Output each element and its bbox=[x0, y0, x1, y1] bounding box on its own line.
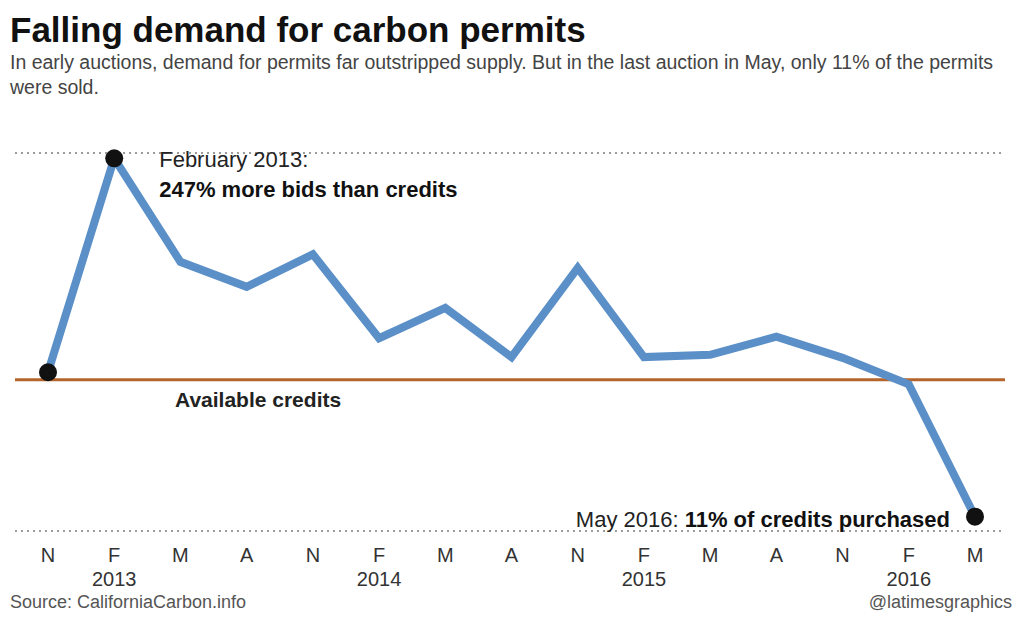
svg-text:M: M bbox=[437, 544, 454, 566]
svg-text:M: M bbox=[172, 544, 189, 566]
svg-text:N: N bbox=[306, 544, 320, 566]
svg-text:F: F bbox=[638, 544, 650, 566]
svg-text:February 2013:: February 2013: bbox=[159, 147, 308, 172]
svg-text:A: A bbox=[505, 544, 519, 566]
svg-text:M: M bbox=[967, 544, 984, 566]
svg-text:N: N bbox=[41, 544, 55, 566]
svg-text:2016: 2016 bbox=[887, 568, 932, 590]
svg-text:A: A bbox=[240, 544, 254, 566]
svg-text:F: F bbox=[108, 544, 120, 566]
html-text:In early auctions, demand for: In early auctions, demand for permits fa… bbox=[10, 51, 994, 98]
html-text:@latimesgraphics: @latimesgraphics bbox=[868, 592, 1012, 612]
html-text:Falling demand for carbon perm: Falling demand for carbon permits bbox=[10, 10, 586, 49]
svg-text:2014: 2014 bbox=[357, 568, 402, 590]
svg-text:2015: 2015 bbox=[622, 568, 667, 590]
html-text:Source: CaliforniaCarbon.info: Source: CaliforniaCarbon.info bbox=[10, 592, 247, 612]
svg-text:Available credits: Available credits bbox=[175, 388, 341, 411]
svg-text:A: A bbox=[770, 544, 784, 566]
svg-text:F: F bbox=[903, 544, 915, 566]
svg-text:247% more bids than credits: 247% more bids than credits bbox=[159, 177, 457, 202]
svg-text:May 2016: 11% of credits purch: May 2016: 11% of credits purchased bbox=[576, 507, 950, 532]
svg-text:N: N bbox=[835, 544, 849, 566]
svg-text:N: N bbox=[570, 544, 584, 566]
svg-text:F: F bbox=[373, 544, 385, 566]
svg-text:2013: 2013 bbox=[92, 568, 137, 590]
svg-text:M: M bbox=[702, 544, 719, 566]
